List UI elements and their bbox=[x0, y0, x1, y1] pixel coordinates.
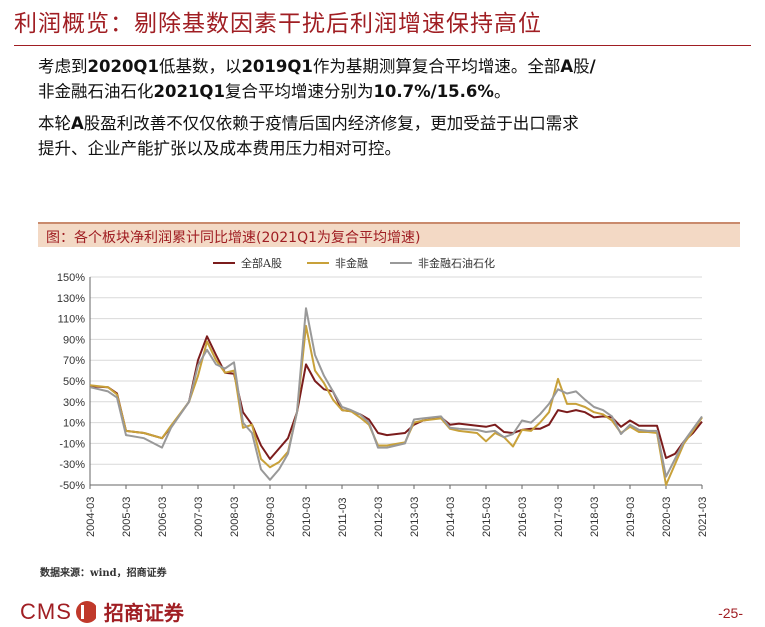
page-number: -25- bbox=[718, 605, 743, 621]
x-tick-label: 2011-03 bbox=[337, 497, 349, 537]
x-tick-label: 2009-03 bbox=[265, 497, 277, 537]
bullet-text-run: 非金融石油石化 bbox=[38, 82, 154, 101]
x-tick-label: 2010-03 bbox=[301, 497, 313, 537]
x-tick-label: 2012-03 bbox=[373, 497, 385, 537]
y-tick-label: 70% bbox=[63, 355, 85, 367]
y-tick-label: 50% bbox=[63, 376, 85, 388]
bullet-text-run: A bbox=[71, 114, 84, 133]
bullet-text-run: A bbox=[560, 57, 574, 76]
x-tick-label: 2006-03 bbox=[157, 497, 169, 537]
bullet-1: 考虑到2020Q1低基数，以2019Q1作为基期测算复合平均增速。全部A股/ 非… bbox=[38, 54, 750, 104]
brand-mark-icon bbox=[75, 600, 99, 623]
x-tick-label: 2016-03 bbox=[517, 497, 529, 537]
y-tick-label: -10% bbox=[59, 438, 85, 450]
summary-bullets: 考虑到2020Q1低基数，以2019Q1作为基期测算复合平均增速。全部A股/ 非… bbox=[38, 54, 750, 168]
legend-label: 非金融石油石化 bbox=[418, 256, 495, 270]
chart-header: 图：各个板块净利润累计同比增速(2021Q1为复合平均增速) bbox=[38, 222, 740, 247]
series-line bbox=[89, 307, 703, 481]
y-tick-label: -50% bbox=[59, 480, 85, 492]
bullet-text-run: 股 bbox=[573, 57, 590, 76]
bullet-text-run: 复合平均增速分别为 bbox=[224, 82, 374, 101]
x-tick-label: 2008-03 bbox=[229, 497, 241, 537]
brand-cms-text: CMS bbox=[20, 598, 72, 624]
legend-label: 非金融 bbox=[335, 256, 368, 270]
bullet-text-run: 本轮 bbox=[38, 114, 71, 133]
chart-title: 图：各个板块净利润累计同比增速(2021Q1为复合平均增速) bbox=[46, 230, 421, 246]
y-tick-label: 150% bbox=[57, 272, 85, 284]
bullet-text-run: 10.7%/15.6% bbox=[373, 82, 494, 101]
legend-label: 全部A股 bbox=[241, 256, 282, 270]
x-tick-label: 2015-03 bbox=[481, 497, 493, 537]
x-tick-label: 2007-03 bbox=[193, 497, 205, 537]
x-tick-label: 2004-03 bbox=[85, 497, 97, 537]
bullet-2: 本轮A股盈利改善不仅仅依赖于疫情后国内经济修复，更加受益于出口需求 提升、企业产… bbox=[38, 111, 750, 161]
brand-logo: CMS 招商证券 bbox=[20, 597, 184, 626]
bullet-text-run: 股盈利改善不仅仅依赖于疫情后国内经济修复，更加受益于出口需求 提升、企业产能扩张… bbox=[38, 114, 579, 158]
x-tick-label: 2017-03 bbox=[553, 497, 565, 537]
series-line bbox=[89, 324, 703, 486]
page-title: 利润概览：剔除基数因素干扰后利润增速保持高位 bbox=[14, 11, 542, 37]
chart-panel: 图：各个板块净利润累计同比增速(2021Q1为复合平均增速) 150% 130% 1… bbox=[38, 222, 740, 576]
x-tick-label: 2020-03 bbox=[661, 497, 673, 537]
series-line bbox=[89, 335, 703, 460]
bullet-text-run: 。 bbox=[493, 82, 511, 101]
x-tick-label: 2005-03 bbox=[121, 497, 133, 537]
bullet-text-run: 低基数，以 bbox=[158, 57, 242, 76]
bullet-text-run: 考虑到 bbox=[38, 57, 88, 76]
y-tick-label: 130% bbox=[57, 293, 85, 305]
source-note: 数据来源：wind，招商证券 bbox=[40, 568, 167, 579]
bullet-text-run: 2020Q1 bbox=[87, 57, 159, 76]
bullet-text-run: / bbox=[589, 57, 596, 76]
line-chart: 150%130%110%90%70%50%30%10%-10%-30%-50%2… bbox=[57, 256, 709, 537]
y-tick-label: 90% bbox=[63, 334, 85, 346]
x-tick-label: 2018-03 bbox=[589, 497, 601, 537]
bullet-text-run: 2019Q1 bbox=[241, 57, 313, 76]
x-tick-label: 2019-03 bbox=[625, 497, 637, 537]
bullet-text-run: 2021Q1 bbox=[153, 82, 225, 101]
x-tick-label: 2021-03 bbox=[697, 497, 709, 537]
x-tick-label: 2014-03 bbox=[445, 497, 457, 537]
title-divider bbox=[14, 45, 751, 46]
y-tick-label: 30% bbox=[63, 397, 85, 409]
bullet-text-run: 作为基期测算复合平均增速。全部 bbox=[312, 57, 561, 76]
y-tick-label: -30% bbox=[59, 459, 85, 471]
x-tick-label: 2013-03 bbox=[409, 497, 421, 537]
y-tick-label: 110% bbox=[58, 314, 86, 326]
brand-name: 招商证券 bbox=[103, 601, 184, 625]
y-tick-label: 10% bbox=[63, 418, 85, 430]
